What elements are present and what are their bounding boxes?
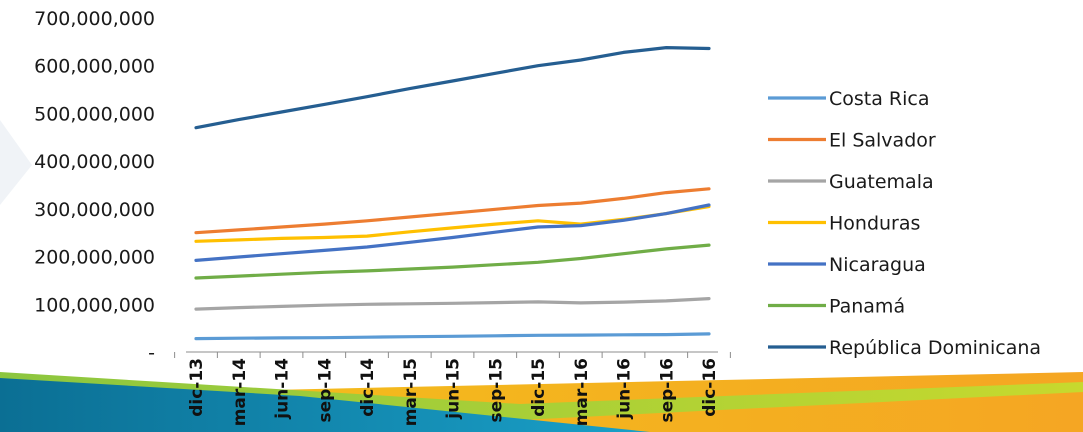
series-line-guatemala <box>194 297 711 311</box>
series-line-nicaragua <box>194 203 711 262</box>
x-tick-label: sep-14 <box>315 358 335 423</box>
x-tick-label: mar-14 <box>230 358 250 426</box>
x-tick-label: jun-15 <box>444 358 464 420</box>
y-tick-label: 500,000,000 <box>34 103 155 125</box>
legend-label-guatemala: Guatemala <box>829 171 934 193</box>
legend-label-republica-dominicana: República Dominicana <box>829 337 1041 359</box>
x-tick-label: dic-14 <box>358 358 378 417</box>
x-tick-label: mar-16 <box>572 358 592 426</box>
x-tick-label: sep-15 <box>486 358 506 423</box>
x-tick-label: jun-14 <box>273 358 293 420</box>
legend-label-panama: Panamá <box>829 296 905 318</box>
x-tick-label: dic-15 <box>529 358 549 417</box>
series-line-republica-dominicana <box>194 45 711 130</box>
legend-label-honduras: Honduras <box>829 213 920 235</box>
decorative-bottom-band <box>0 372 1083 432</box>
x-tick-label: dic-13 <box>187 358 207 417</box>
y-tick-label: 400,000,000 <box>34 151 155 173</box>
legend-label-el-salvador: El Salvador <box>829 130 936 152</box>
y-tick-label: 200,000,000 <box>34 247 155 269</box>
x-tick-label: mar-15 <box>401 358 421 426</box>
legend-label-nicaragua: Nicaragua <box>829 254 926 276</box>
y-axis: - 100,000,000 200,000,000 300,000,000 400,00… <box>34 8 155 364</box>
x-axis-ticks <box>174 352 731 358</box>
legend: Costa Rica El Salvador Guatemala Honduras Ni… <box>768 88 1041 359</box>
x-tick-label: dic-16 <box>700 358 720 417</box>
x-tick-label: jun-16 <box>615 358 635 420</box>
x-tick-label: sep-16 <box>657 358 677 423</box>
series-line-costa-rica <box>194 332 711 341</box>
series-line-el-salvador <box>194 187 711 235</box>
x-axis: dic-13 mar-14 jun-14 sep-14 dic-14 mar-15 jun-… <box>187 358 720 426</box>
legend-label-costa-rica: Costa Rica <box>829 88 930 110</box>
series-line-panama <box>194 243 711 280</box>
y-tick-label: 700,000,000 <box>34 8 155 30</box>
y-tick-label: 100,000,000 <box>34 294 155 316</box>
plot-area <box>194 45 711 341</box>
y-tick-label: 300,000,000 <box>34 199 155 221</box>
y-tick-label: 600,000,000 <box>34 56 155 78</box>
decorative-watermark <box>0 120 32 205</box>
y-tick-label: - <box>148 342 155 364</box>
